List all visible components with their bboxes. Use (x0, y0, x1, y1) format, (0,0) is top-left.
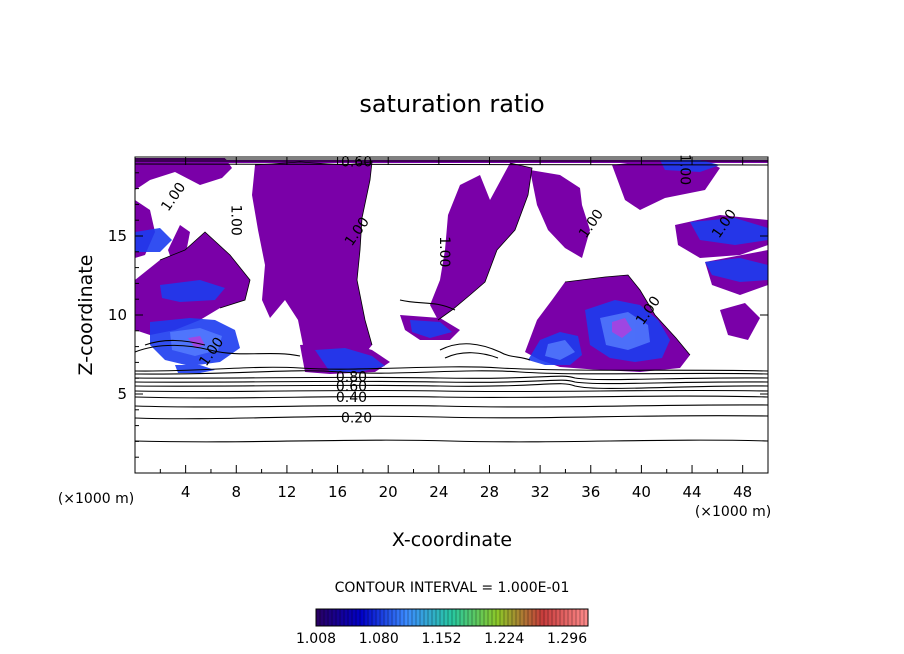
colorbar: 1.008 1.080 1.152 1.224 1.296 (296, 608, 589, 647)
x-axis-label: X-coordinate (392, 529, 512, 551)
x-axis-unit: (×1000 m) (695, 504, 771, 520)
y-tick-label: 15 (108, 227, 127, 245)
x-tick-label: 16 (328, 483, 347, 501)
y-tick-label: 5 (117, 385, 127, 403)
contour-label: 0.80 (336, 370, 367, 386)
x-tick-label: 4 (181, 483, 191, 501)
y-tick-label: 10 (108, 306, 127, 324)
lower-contours (135, 299, 768, 443)
x-tick-label: 20 (379, 483, 398, 501)
x-tick-label: 48 (733, 483, 752, 501)
contour-label: 0.60 (336, 379, 367, 395)
x-tick-label: 28 (480, 483, 499, 501)
x-tick-label: 32 (531, 483, 550, 501)
colorbar-tick-label: 1.152 (421, 631, 461, 647)
x-tick-label: 24 (429, 483, 448, 501)
y-axis-unit: (×1000 m) (58, 491, 134, 507)
plot-field (135, 157, 768, 473)
colorbar-labels: 1.008 1.080 1.152 1.224 1.296 (296, 631, 587, 647)
contour-label: 1.00 (227, 205, 243, 236)
x-tick-label: 36 (581, 483, 600, 501)
x-axis-ticks: 4 8 12 16 20 24 28 32 36 40 44 48 (159, 157, 769, 501)
y-axis-label: Z-coordinate (75, 255, 97, 376)
peak-saturation-streaks (188, 318, 632, 348)
contour-label: 0.60 (341, 155, 372, 171)
x-tick-label: 8 (232, 483, 242, 501)
colorbar-tick-label: 1.080 (359, 631, 399, 647)
x-tick-label: 40 (632, 483, 651, 501)
contour-label: 0.20 (341, 411, 372, 427)
contour-label: 1.00 (436, 236, 452, 267)
top-contours (135, 158, 768, 166)
colorbar-frame (315, 608, 589, 627)
contour-interval-note: CONTOUR INTERVAL = 1.000E-01 (335, 580, 570, 596)
x-tick-label: 12 (277, 483, 296, 501)
colorbar-tick-label: 1.296 (547, 631, 587, 647)
cloud-outline-contours (159, 161, 691, 356)
contour-label: 0.40 (336, 390, 367, 406)
x-tick-label: 44 (682, 483, 701, 501)
colorbar-tick-label: 1.008 (296, 631, 336, 647)
colorbar-stripes (319, 609, 585, 626)
y-axis-ticks: 5 10 15 (108, 172, 768, 458)
contour-label: 1.00 (677, 154, 693, 185)
colorbar-tick-label: 1.224 (484, 631, 524, 647)
chart-title: saturation ratio (359, 90, 544, 118)
